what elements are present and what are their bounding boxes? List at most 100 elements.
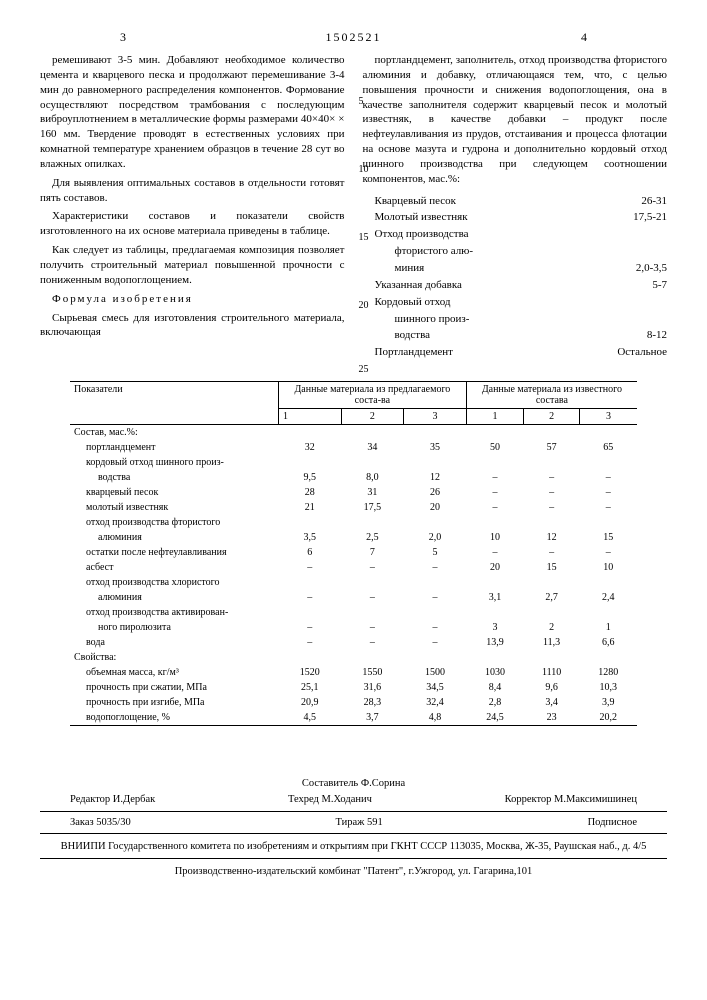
right-column: 5 10 15 20 25 портландцемент, заполнител… — [363, 53, 668, 361]
data-table: Показатели Данные материала из предлагае… — [70, 381, 637, 726]
left-p5: Сырьевая смесь для изготовления строител… — [40, 311, 345, 341]
row-val — [279, 575, 342, 590]
row-val: 1 — [580, 620, 637, 635]
page-right-num: 4 — [581, 30, 587, 45]
left-p4: Как следует из таблицы, предлагаемая ком… — [40, 243, 345, 288]
ing-1-name: Молотый известняк — [363, 210, 468, 225]
left-column: ремешивают 3-5 мин. Добавляют необходимо… — [40, 53, 345, 361]
row-val: 10 — [580, 560, 637, 575]
row-val: 28 — [279, 485, 342, 500]
row-val: 2,0 — [404, 530, 467, 545]
right-p1: портландцемент, заполнитель, отход произ… — [363, 53, 668, 187]
ing-5-val: 5-7 — [652, 278, 667, 293]
row-val: 31,6 — [341, 680, 404, 695]
ing-8-val: 8-12 — [647, 328, 667, 343]
page-left-num: 3 — [120, 30, 126, 45]
row-val — [580, 575, 637, 590]
ing-2-name: Отход производства — [363, 227, 469, 242]
tbody: Состав, мас.%: портландцемент32343550576… — [70, 425, 637, 726]
th-n6: 3 — [580, 409, 637, 425]
row-val: – — [279, 590, 342, 605]
row-val — [279, 455, 342, 470]
row-val: 1550 — [341, 665, 404, 680]
th-n5: 2 — [524, 409, 580, 425]
row-val: 17,5 — [341, 500, 404, 515]
table-row: отход производства активирован- — [70, 605, 637, 620]
row-val: 20 — [466, 560, 523, 575]
ing-1-val: 17,5-21 — [633, 210, 667, 225]
row-val — [580, 455, 637, 470]
row-val: – — [341, 620, 404, 635]
row-val: – — [404, 635, 467, 650]
row-label: кордовый отход шинного произ- — [70, 455, 279, 470]
th-n1: 1 — [279, 409, 342, 425]
row-val: 20,9 — [279, 695, 342, 710]
row-val: – — [279, 635, 342, 650]
tirazh: Тираж 591 — [335, 815, 382, 831]
left-p3: Характеристики составов и показатели сво… — [40, 209, 345, 239]
row-val: 26 — [404, 485, 467, 500]
row-val — [279, 605, 342, 620]
row-val: 1110 — [524, 665, 580, 680]
row-val: 1280 — [580, 665, 637, 680]
ing-0-val: 26-31 — [641, 194, 667, 209]
row-val: – — [466, 500, 523, 515]
row-label: отход производства активирован- — [70, 605, 279, 620]
table-row: кордовый отход шинного произ- — [70, 455, 637, 470]
row-val: 34,5 — [404, 680, 467, 695]
row-val — [341, 575, 404, 590]
row-val: – — [341, 560, 404, 575]
row-val — [524, 575, 580, 590]
row-val — [466, 575, 523, 590]
ing-6-name: Кордовый отход — [363, 295, 451, 310]
row-val: 8,4 — [466, 680, 523, 695]
marker-20: 20 — [359, 299, 369, 313]
row-val: 25,1 — [279, 680, 342, 695]
row-val: – — [580, 545, 637, 560]
row-label: молотый известняк — [70, 500, 279, 515]
row-val — [404, 515, 467, 530]
ing-7-name: шинного произ- — [363, 312, 470, 327]
row-val: 50 — [466, 440, 523, 455]
th-group1: Данные материала из предлагаемого соста-… — [279, 382, 467, 409]
row-val: 10,3 — [580, 680, 637, 695]
row-val: 20,2 — [580, 710, 637, 726]
row-val: 34 — [341, 440, 404, 455]
marker-5: 5 — [359, 95, 364, 109]
marker-25: 25 — [359, 363, 369, 377]
row-val — [580, 515, 637, 530]
ingredients-list: Кварцевый песок26-31 Молотый известняк17… — [363, 193, 668, 361]
row-val: 2,7 — [524, 590, 580, 605]
th-n4: 1 — [466, 409, 523, 425]
row-val: 3 — [466, 620, 523, 635]
row-val: 2 — [524, 620, 580, 635]
footer: Составитель Ф.Сорина Редактор И.Дербак Т… — [40, 776, 667, 883]
data-table-wrap: Показатели Данные материала из предлагае… — [40, 381, 667, 726]
row-val: 6,6 — [580, 635, 637, 650]
left-p2: Для выявления оптимальных составов в отд… — [40, 176, 345, 206]
table-row: вода–––13,911,36,6 — [70, 635, 637, 650]
formula-heading: Формула изобретения — [40, 292, 345, 307]
row-val: 13,9 — [466, 635, 523, 650]
row-val: – — [524, 545, 580, 560]
row-val — [404, 455, 467, 470]
row-val: 31 — [341, 485, 404, 500]
row-val: 11,3 — [524, 635, 580, 650]
row-val: 57 — [524, 440, 580, 455]
row-val: 15 — [580, 530, 637, 545]
ing-9-val: Остальное — [617, 345, 667, 360]
row-val: 23 — [524, 710, 580, 726]
row-val: 15 — [524, 560, 580, 575]
row-val: – — [524, 470, 580, 485]
doc-number: 1502521 — [326, 30, 382, 45]
row-val: 9,6 — [524, 680, 580, 695]
table-row: ного пиролюзита–––321 — [70, 620, 637, 635]
row-val — [524, 605, 580, 620]
ing-9-name: Портландцемент — [363, 345, 454, 360]
row-label: ного пиролюзита — [70, 620, 279, 635]
row-val: – — [466, 545, 523, 560]
row-label: прочность при сжатии, МПа — [70, 680, 279, 695]
row-val: – — [580, 500, 637, 515]
row-val: – — [466, 470, 523, 485]
th-indicators: Показатели — [70, 382, 279, 425]
